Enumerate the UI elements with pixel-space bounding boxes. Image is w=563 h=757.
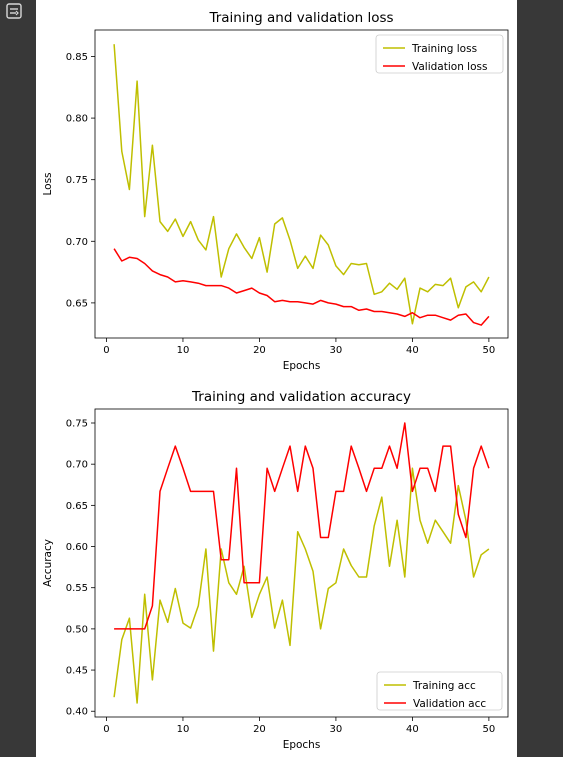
y-tick-label: 0.85 <box>66 52 88 63</box>
series-line-validation <box>114 422 490 630</box>
series-line-validation <box>113 248 490 326</box>
output-toggle-icon[interactable] <box>5 2 25 20</box>
y-tick-label: 0.55 <box>66 583 88 594</box>
y-tick-label: 0.80 <box>66 114 88 125</box>
y-tick-label: 0.50 <box>66 624 88 635</box>
y-tick-label: 0.40 <box>66 707 88 718</box>
x-tick-label: 50 <box>483 724 496 735</box>
x-tick-label: 20 <box>253 345 266 356</box>
x-tick-label: 40 <box>406 724 419 735</box>
right-margin <box>517 0 563 757</box>
chart-title: Training and validation loss <box>208 10 393 26</box>
x-tick-label: 20 <box>253 724 266 735</box>
loss-chart: Training and validation loss 0 10 20 30 40 50 0… <box>42 10 509 372</box>
legend-label-validation: Validation acc <box>413 698 486 710</box>
y-tick-label: 0.70 <box>66 460 88 471</box>
legend-box <box>375 34 504 74</box>
x-tick-label: 50 <box>483 345 496 356</box>
x-axis-label: Epochs <box>283 360 321 372</box>
legend-label-validation: Validation loss <box>412 61 487 73</box>
accuracy-chart: Training and validation accuracy 0 10 20 30 4… <box>42 389 509 751</box>
y-tick-label: 0.60 <box>66 542 88 553</box>
x-tick-label: 30 <box>330 345 343 356</box>
x-axis-label: Epochs <box>283 739 321 751</box>
y-tick-label: 0.70 <box>66 237 88 248</box>
y-tick-label: 0.75 <box>66 175 88 186</box>
x-tick-label: 0 <box>103 345 109 356</box>
legend-box <box>376 671 503 711</box>
y-tick-label: 0.75 <box>66 419 88 430</box>
x-tick-label: 10 <box>177 724 190 735</box>
series-line-training <box>113 467 490 704</box>
x-tick-label: 10 <box>177 345 190 356</box>
cell-gutter <box>0 0 36 757</box>
y-axis-label: Loss <box>42 172 54 195</box>
legend-label-training: Training acc <box>412 680 476 692</box>
plot-frame <box>94 408 509 718</box>
figure-output: Training and validation loss 0 10 20 30 40 50 0… <box>36 0 517 757</box>
legend-label-training: Training loss <box>411 43 477 55</box>
y-axis-label: Accuracy <box>42 539 54 587</box>
y-tick-label: 0.65 <box>66 501 88 512</box>
chart-title: Training and validation accuracy <box>191 389 411 405</box>
x-tick-label: 40 <box>406 345 419 356</box>
y-tick-label: 0.45 <box>66 666 88 677</box>
x-tick-label: 0 <box>103 724 109 735</box>
x-tick-label: 30 <box>330 724 343 735</box>
plot-frame <box>94 29 509 339</box>
series-line-training <box>113 44 490 325</box>
y-tick-label: 0.65 <box>66 298 88 309</box>
